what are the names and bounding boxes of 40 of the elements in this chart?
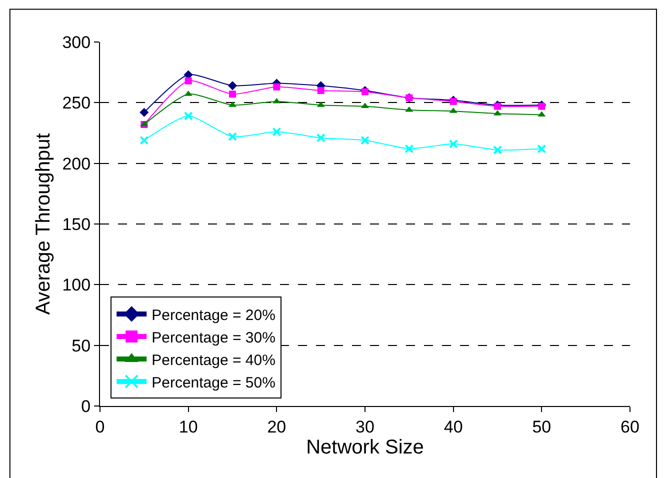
y-tick-label: 300	[62, 32, 91, 52]
point	[228, 132, 237, 142]
point	[272, 127, 282, 136]
point	[317, 87, 324, 94]
point	[405, 106, 414, 112]
legend-label: Percentage = 20%	[152, 306, 276, 324]
point	[360, 136, 370, 145]
point	[537, 144, 546, 154]
y-tick-label: 200	[62, 154, 91, 174]
x-tick-label: 20	[267, 417, 286, 436]
y-axis-title: Average Throughput	[32, 132, 55, 315]
y-tick-label: 250	[62, 94, 91, 113]
point	[229, 90, 236, 98]
x-tick-label: 0	[95, 417, 105, 436]
legend-label: Percentage = 50%	[152, 374, 276, 392]
point	[493, 145, 502, 154]
x-tick-label: 40	[444, 417, 463, 436]
x-tick-label: 60	[620, 417, 640, 436]
legend-label: Percentage = 30%	[152, 329, 276, 346]
point	[184, 77, 192, 84]
x-tick-label: 30	[356, 417, 374, 436]
point	[448, 139, 458, 148]
y-tick-label: 0	[81, 396, 91, 416]
point	[273, 83, 280, 90]
point	[362, 88, 368, 96]
point	[140, 136, 149, 145]
point	[228, 81, 238, 90]
x-tick-label: 50	[532, 417, 552, 436]
point	[140, 108, 149, 117]
point	[184, 112, 193, 121]
point	[272, 98, 281, 104]
y-tick-label: 150	[62, 214, 91, 234]
point	[316, 133, 326, 142]
y-tick-label: 50	[72, 336, 91, 356]
point	[404, 144, 414, 154]
legend-label: Percentage = 40%	[152, 352, 276, 369]
y-tick-label: 100	[62, 276, 91, 295]
point	[538, 111, 546, 117]
x-axis-title: Network Size	[306, 436, 424, 458]
x-tick-label: 10	[178, 417, 198, 436]
